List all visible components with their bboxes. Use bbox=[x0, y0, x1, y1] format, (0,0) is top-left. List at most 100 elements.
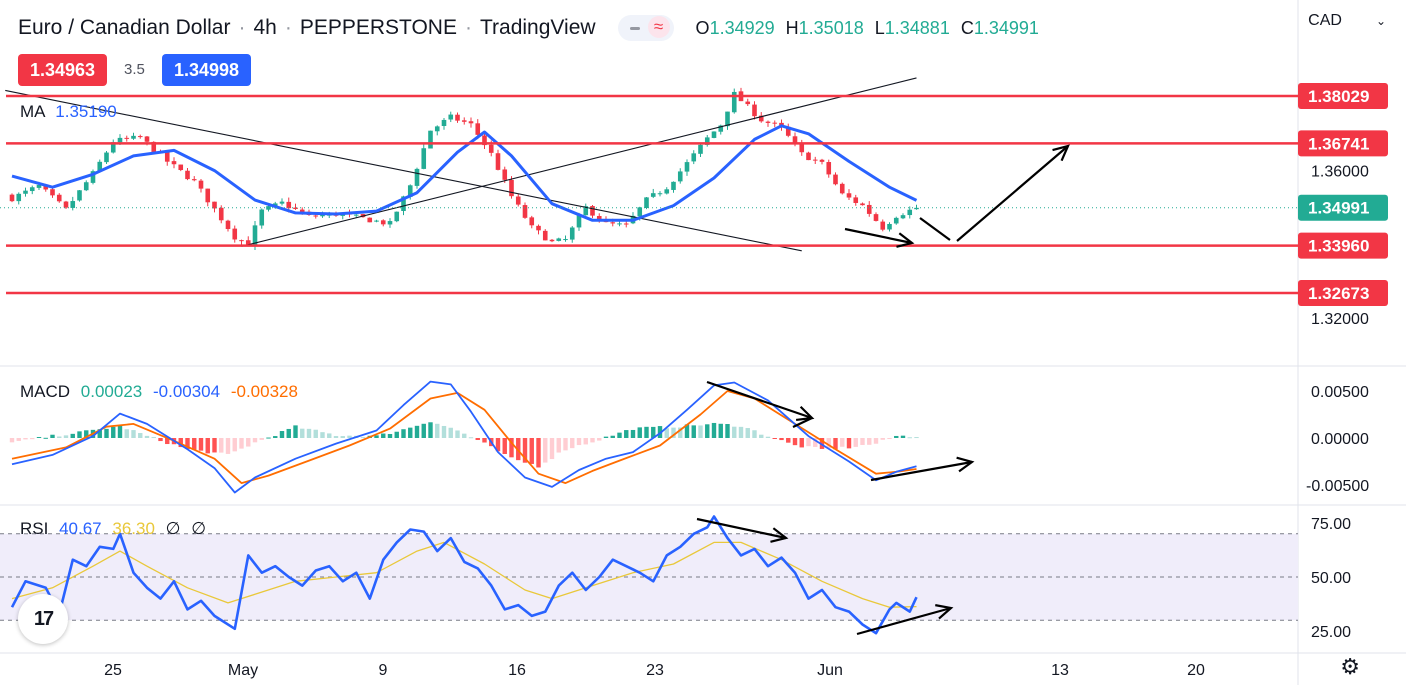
macd-histogram-bar bbox=[84, 430, 89, 438]
candle-body bbox=[617, 223, 622, 225]
macd-histogram-bar bbox=[43, 437, 48, 439]
macd-histogram-bar bbox=[462, 433, 467, 438]
macd-histogram-bar bbox=[165, 438, 170, 445]
candle-body bbox=[887, 223, 892, 230]
macd-histogram-bar bbox=[448, 427, 453, 438]
macd-histogram-bar bbox=[225, 438, 231, 454]
header-separator: · bbox=[464, 16, 472, 39]
macd-histogram-bar bbox=[799, 438, 804, 448]
forecast-connector bbox=[919, 217, 951, 241]
candle-body bbox=[549, 239, 555, 242]
candle-body bbox=[232, 228, 238, 240]
candle-body bbox=[104, 152, 109, 163]
macd-histogram-bar bbox=[543, 438, 548, 463]
candle-body bbox=[185, 170, 190, 180]
macd-legend[interactable]: MACD 0.00023 -0.00304 -0.00328 bbox=[20, 382, 298, 402]
sell-price-button[interactable]: 1.34963 bbox=[18, 54, 108, 86]
ma-legend[interactable]: MA 1.35190 bbox=[20, 102, 117, 122]
macd-histogram-bar bbox=[867, 438, 872, 445]
candle-body bbox=[745, 101, 751, 105]
macd-histogram-bar bbox=[286, 428, 291, 438]
candle-body bbox=[97, 161, 103, 171]
macd-histogram-bar bbox=[684, 424, 690, 438]
candle-body bbox=[677, 171, 683, 182]
macd-histogram-bar bbox=[840, 438, 845, 447]
candle-body bbox=[407, 185, 413, 197]
gear-icon[interactable]: ⚙ bbox=[1340, 654, 1360, 679]
ma-value: 1.35190 bbox=[55, 102, 117, 121]
candle-body bbox=[509, 179, 514, 197]
macd-histogram-bar bbox=[678, 427, 683, 438]
candle-body bbox=[279, 201, 285, 204]
rsi-legend[interactable]: RSI 40.67 36.30 ∅ ∅ bbox=[20, 519, 206, 539]
macd-histogram-bar bbox=[23, 438, 28, 440]
macd-histogram-bar bbox=[549, 438, 555, 460]
macd-histogram-bar bbox=[759, 434, 764, 438]
symbol-name[interactable]: Euro / Canadian Dollar bbox=[18, 16, 231, 39]
buy-price-button[interactable]: 1.34998 bbox=[162, 54, 252, 86]
macd-histogram-bar bbox=[408, 427, 413, 438]
broker-label: PEPPERSTONE bbox=[299, 16, 457, 39]
macd-histogram-bar bbox=[77, 431, 82, 438]
minus-icon bbox=[629, 27, 640, 30]
macd-histogram-bar bbox=[529, 438, 534, 464]
candle-body bbox=[765, 121, 771, 123]
tradingview-logo-icon[interactable]: 17 bbox=[18, 594, 68, 644]
time-axis-label: 20 bbox=[1187, 662, 1205, 679]
macd-histogram-bar bbox=[185, 438, 190, 449]
macd-histogram-bar bbox=[97, 429, 102, 438]
candle-body bbox=[569, 227, 575, 240]
macd-signal-value: -0.00328 bbox=[230, 382, 298, 401]
macd-histogram-bar bbox=[705, 424, 710, 438]
level-price-tag bbox=[1298, 232, 1388, 259]
macd-histogram-bar bbox=[576, 438, 582, 446]
macd-histogram-bar bbox=[212, 438, 217, 453]
currency-selector[interactable]: CAD ⌄ bbox=[1308, 12, 1386, 30]
macd-histogram-bar bbox=[617, 432, 622, 438]
macd-histogram-bar bbox=[691, 425, 696, 438]
last-price-tag bbox=[1298, 194, 1388, 221]
candle-body bbox=[293, 207, 298, 210]
candle-body bbox=[907, 209, 913, 216]
macd-histogram-bar bbox=[536, 438, 541, 468]
macd-histogram-bar bbox=[104, 428, 109, 438]
candle-body bbox=[50, 189, 55, 196]
macd-histogram-bar bbox=[894, 435, 899, 438]
macd-histogram-bar bbox=[124, 429, 129, 438]
candle-body bbox=[731, 91, 737, 113]
candle-body bbox=[36, 184, 42, 188]
candle-body bbox=[272, 203, 278, 207]
candle-body bbox=[23, 190, 28, 194]
macd-histogram-bar bbox=[30, 438, 35, 440]
macd-histogram-bar bbox=[381, 433, 386, 438]
candle-body bbox=[657, 193, 663, 195]
macd-histogram-bar bbox=[273, 436, 278, 438]
macd-histogram-bar bbox=[266, 437, 271, 439]
candle-body bbox=[475, 123, 481, 135]
macd-histogram-bar bbox=[306, 428, 312, 438]
candle-body bbox=[799, 143, 805, 153]
candle-body bbox=[90, 171, 96, 183]
candle-body bbox=[529, 217, 535, 226]
compare-toggle-button[interactable]: ≈ bbox=[617, 15, 674, 41]
candle-body bbox=[63, 201, 69, 208]
level-price-tag bbox=[1298, 130, 1388, 157]
candle-body bbox=[590, 206, 595, 216]
high-label: H bbox=[785, 17, 799, 38]
macd-axis-tick-label: 0.00000 bbox=[1311, 431, 1369, 448]
interval-label[interactable]: 4h bbox=[253, 16, 277, 39]
candle-body bbox=[434, 126, 440, 132]
candle-body bbox=[353, 214, 359, 216]
macd-histogram-bar bbox=[671, 427, 676, 438]
macd-histogram-bar bbox=[806, 438, 811, 447]
trendline[interactable] bbox=[241, 77, 917, 247]
candle-body bbox=[299, 209, 305, 213]
macd-histogram-bar bbox=[813, 438, 818, 447]
macd-histogram-bar bbox=[698, 425, 703, 438]
trendline[interactable] bbox=[5, 89, 802, 252]
candle-body bbox=[880, 221, 886, 230]
candle-body bbox=[914, 207, 919, 210]
time-axis-label: 16 bbox=[508, 662, 526, 679]
currency-label: CAD bbox=[1308, 12, 1342, 29]
